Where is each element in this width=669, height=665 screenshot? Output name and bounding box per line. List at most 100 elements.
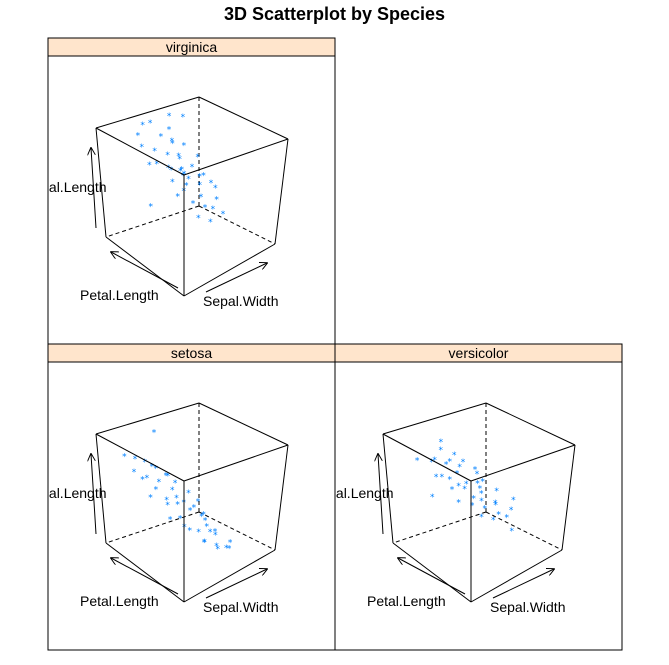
cube-edge [183,138,289,176]
data-point: * [224,544,229,554]
data-point: * [415,456,420,466]
data-point: * [195,153,200,163]
data-point: * [493,499,498,509]
axis-label-vertical: Sepal.Length [311,485,394,501]
axis-label-right: Sepal.Width [203,293,278,309]
data-point: * [475,470,480,480]
data-point: * [152,428,157,438]
data-point: * [509,527,514,537]
data-point: * [182,523,187,533]
axis-arrow-left [398,558,466,595]
data-point: * [170,137,175,147]
data-point: * [456,499,461,509]
data-point: * [511,496,516,506]
data-point: * [211,205,216,215]
data-point: * [164,472,169,482]
data-point: * [150,462,155,472]
data-point: * [168,515,173,525]
data-point: * [209,179,214,189]
data-point: * [197,181,202,191]
data-point: * [439,438,444,448]
data-point: * [464,480,469,490]
data-point: * [216,545,221,555]
strip-label: virginica [166,39,218,55]
data-point: * [504,513,509,523]
strip-label: versicolor [449,345,509,361]
axis-arrow-left [111,558,179,595]
cube-edge [274,444,289,551]
cube-edge [105,542,185,603]
axis-arrow-vertical [91,454,97,535]
axis-arrow-right [492,569,554,599]
axis-arrow-left [111,252,179,289]
data-point: * [192,503,197,513]
data-point: * [214,196,219,206]
data-point: * [208,218,213,228]
cube-hidden-edge [485,511,563,551]
data-point: * [432,456,437,466]
data-point: * [142,458,147,468]
data-point: * [165,501,170,511]
cube-edge [95,127,185,176]
data-point: * [201,510,206,520]
cube-hidden-edge [198,511,276,551]
data-point: * [182,141,187,151]
data-point: * [479,513,484,523]
cube-edge [95,402,200,435]
data-point: * [455,469,460,479]
data-point: * [170,139,175,149]
data-point: * [447,476,452,486]
data-point: * [140,121,145,131]
data-point: * [213,531,218,541]
data-point: * [478,485,483,495]
data-point: * [166,164,171,174]
data-point: * [214,542,219,552]
data-point: * [174,494,179,504]
cube-edge [95,433,185,482]
data-point: * [430,493,435,503]
data-point: * [434,473,439,483]
data-point: * [132,468,137,478]
data-point: * [494,487,499,497]
data-point: * [196,214,201,224]
data-point: * [170,178,175,188]
cube-edge [274,138,289,245]
data-point: * [447,458,452,468]
data-point: * [181,171,186,181]
cube-edge [183,243,276,297]
data-point: * [155,160,160,170]
data-point: * [197,173,202,183]
data-point: * [480,477,485,487]
data-point: * [169,166,174,176]
axis-label-right: Sepal.Width [490,599,565,615]
data-point: * [462,485,467,495]
cube-edge [183,444,289,482]
data-point: * [139,143,144,153]
data-point: * [154,486,159,496]
data-point: * [149,203,154,213]
cube-edge [382,433,472,482]
data-point: * [457,463,462,473]
data-point: * [175,500,180,510]
data-point: * [165,151,170,161]
data-point: * [184,181,189,191]
data-point: * [196,528,201,538]
data-point: * [456,482,461,492]
data-point: * [188,506,193,516]
data-point: * [140,476,145,486]
data-point: * [176,152,181,162]
data-point: * [204,522,209,532]
data-point: * [166,472,171,482]
axis-label-left: Petal.Length [80,287,159,303]
data-point: * [164,496,169,506]
data-point: * [470,501,475,511]
data-point: * [203,516,208,526]
panel-versicolor: versicolor******************************… [311,343,623,651]
data-point: * [450,485,455,495]
data-point: * [191,200,196,210]
data-point: * [493,501,498,511]
axis-arrow-right [205,263,267,293]
data-point: * [145,474,150,484]
axis-label-right: Sepal.Width [203,599,278,615]
